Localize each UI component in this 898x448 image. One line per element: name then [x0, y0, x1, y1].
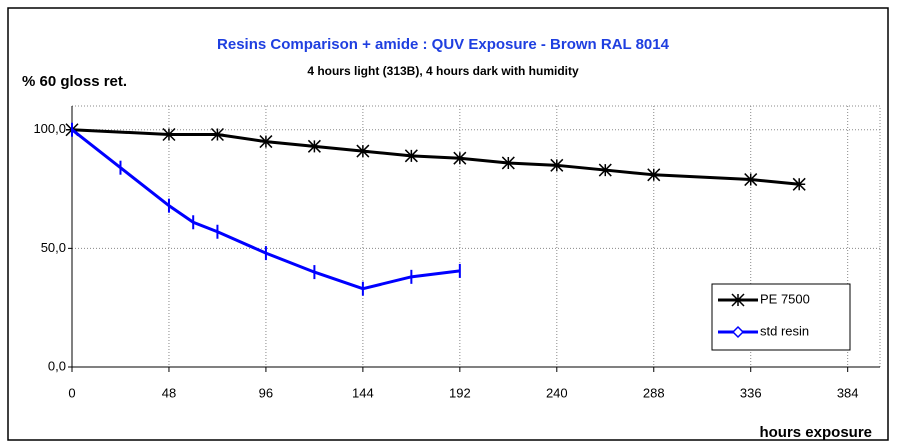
marker — [259, 135, 273, 149]
marker — [210, 127, 224, 142]
legend-label: PE 7500 — [760, 291, 810, 306]
x-tick-label: 240 — [546, 385, 568, 400]
x-tick-label: 336 — [740, 385, 762, 400]
marker — [731, 293, 745, 307]
y-tick-label: 50,0 — [41, 240, 66, 255]
x-tick-label: 0 — [68, 385, 75, 400]
y-axis-label: % 60 gloss ret. — [22, 73, 127, 90]
marker — [647, 168, 661, 182]
chart-subtitle: 4 hours light (313B), 4 hours dark with … — [307, 64, 579, 78]
marker — [731, 325, 745, 339]
x-tick-label: 48 — [162, 385, 176, 400]
x-tick-label: 384 — [837, 385, 859, 400]
x-tick-label: 96 — [259, 385, 273, 400]
y-tick-label: 0,0 — [48, 358, 66, 373]
marker — [598, 163, 612, 177]
marker — [307, 139, 321, 153]
y-tick-label: 100,0 — [33, 121, 66, 136]
series-line — [71, 128, 800, 186]
marker — [356, 144, 370, 158]
x-tick-label: 288 — [643, 385, 665, 400]
marker — [501, 156, 515, 170]
marker — [453, 151, 467, 165]
x-tick-label: 192 — [449, 385, 471, 400]
marker — [162, 127, 176, 142]
x-tick-label: 144 — [352, 385, 374, 400]
marker — [550, 158, 564, 172]
x-axis-label: hours exposure — [759, 424, 872, 441]
marker — [744, 173, 758, 187]
legend-label: std resin — [760, 323, 809, 338]
legend-box — [711, 283, 851, 351]
marker — [792, 177, 806, 191]
chart-title: Resins Comparison + amide : QUV Exposure… — [217, 36, 670, 53]
marker — [404, 149, 418, 163]
series-line — [71, 128, 461, 291]
